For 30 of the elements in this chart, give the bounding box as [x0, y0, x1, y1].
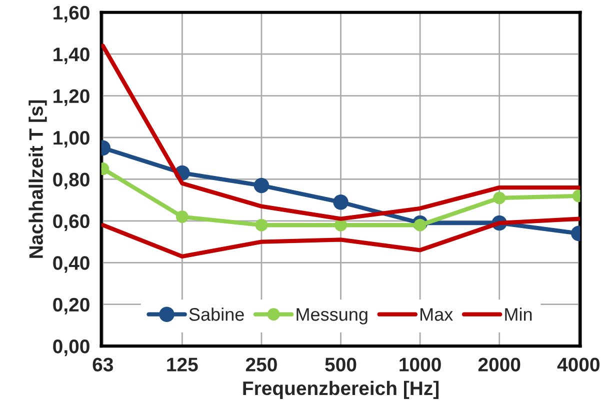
legend-label: Sabine	[189, 308, 244, 321]
x-tick-label: 4000	[557, 358, 600, 372]
x-tick-label: 500	[325, 358, 356, 372]
legend-label: Messung	[296, 308, 368, 324]
y-tick-label: 0,00	[53, 340, 90, 356]
point	[254, 178, 270, 194]
y-tick-label: 0,40	[53, 256, 90, 273]
x-tick-label: 125	[167, 358, 198, 372]
point	[176, 210, 188, 224]
legend-label: Max	[420, 308, 453, 321]
point	[255, 218, 268, 232]
y-tick-label: 0,80	[53, 172, 90, 190]
y-tick-label: 0,60	[53, 214, 90, 231]
x-tick-label: 250	[246, 358, 277, 372]
x-axis-title: Frequenzbereich [Hz]	[243, 380, 439, 399]
x-tick-label: 63	[92, 358, 114, 372]
y-tick-label: 1,20	[54, 89, 90, 106]
line-series	[101, 44, 580, 221]
point	[414, 218, 426, 232]
legend-label: Min	[505, 308, 532, 321]
y-tick-label: 0,20	[53, 298, 90, 314]
y-tick-label: 1,40	[54, 48, 90, 64]
y-tick-label: 1,60	[54, 6, 90, 22]
point	[333, 194, 348, 210]
line-series	[101, 216, 580, 258]
x-tick-label: 1000	[400, 358, 441, 372]
point	[493, 192, 506, 204]
y-axis-title: Nachhallzeit T [s]	[28, 100, 47, 258]
x-tick-label: 2000	[478, 358, 520, 372]
y-tick-label: 1,00	[54, 130, 90, 148]
